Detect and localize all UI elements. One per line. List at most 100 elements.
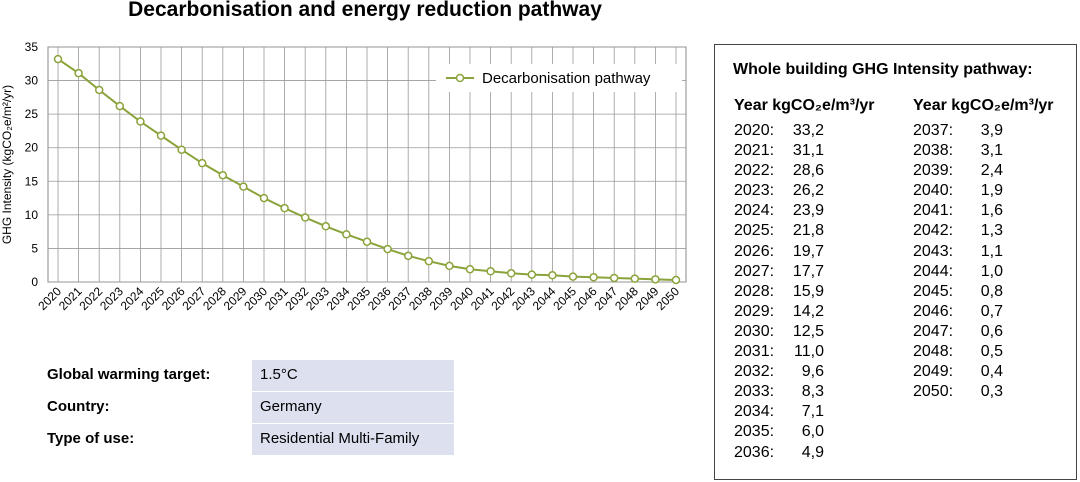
pathway-row: 2050: 0,3 — [913, 382, 1054, 402]
setting-value: 1.5°C — [252, 360, 454, 391]
data-point — [74, 68, 83, 78]
y-tick-label: 20 — [25, 141, 39, 155]
pathway-year: 2024: — [734, 202, 775, 220]
data-point — [527, 270, 537, 279]
pathway-value: 0,7 — [980, 302, 1003, 320]
pathway-row: 2023: 26,2 — [734, 181, 875, 201]
data-point — [280, 203, 289, 213]
pathway-row: 2039: 2,4 — [913, 161, 1054, 181]
pathway-value: 12,5 — [792, 322, 824, 340]
y-tick-label: 15 — [25, 174, 39, 188]
legend-label: Decarbonisation pathway — [482, 70, 651, 87]
pathway-value: 1,9 — [980, 182, 1003, 200]
pathway-year: 2026: — [734, 242, 775, 260]
data-point — [136, 117, 145, 126]
data-point — [115, 101, 125, 111]
data-point — [609, 273, 619, 283]
pathway-year: 2025: — [734, 222, 775, 240]
data-point — [259, 193, 269, 203]
pathway-year: 2027: — [734, 262, 775, 280]
pathway-row: 2048: 0,5 — [913, 342, 1054, 362]
pathway-year: 2030: — [734, 322, 775, 340]
data-point — [486, 267, 495, 276]
pathway-value: 1,0 — [980, 262, 1003, 280]
data-point — [465, 264, 475, 274]
pathway-row: 2024: 23,9 — [734, 201, 875, 221]
data-point — [94, 85, 104, 95]
pathway-year: 2040: — [913, 182, 954, 200]
setting-value: Germany — [252, 392, 454, 423]
setting-row-type-of-use: Type of use: Residential Multi-Family — [40, 424, 470, 456]
chart-title: Decarbonisation and energy reduction pat… — [128, 0, 602, 21]
pathway-year: 2028: — [734, 282, 775, 300]
pathway-value: 31,1 — [792, 142, 824, 160]
pathway-row: 2032: 9,6 — [734, 362, 875, 382]
pathway-value: 0,4 — [980, 363, 1003, 381]
pathway-row: 2046: 0,7 — [913, 302, 1054, 322]
data-point — [321, 222, 331, 231]
data-point — [342, 230, 351, 239]
pathway-year: 2049: — [913, 363, 954, 381]
pathway-value: 33,2 — [792, 122, 824, 139]
pathway-row: 2020: 33,2 — [734, 121, 875, 141]
pathway-row: 2040: 1,9 — [913, 181, 1054, 201]
y-axis-label: GHG Intensity (kgCO₂e/m²/yr) — [0, 85, 14, 244]
pathway-value: 1,6 — [980, 202, 1003, 220]
pathway-year: 2041: — [913, 202, 954, 220]
pathway-value: 28,6 — [792, 162, 824, 180]
setting-row-warming-target: Global warming target: 1.5°C — [40, 360, 470, 392]
pathway-year: 2039: — [913, 162, 954, 180]
pathway-value: 0,5 — [980, 343, 1003, 361]
pathway-value: 1,3 — [980, 222, 1003, 240]
pathway-year: 2043: — [913, 242, 954, 260]
data-point — [239, 182, 248, 191]
pathway-year: 2031: — [734, 343, 775, 361]
pathway-row: 2029: 14,2 — [734, 302, 875, 322]
y-tick-label: 35 — [25, 40, 39, 54]
pathway-row: 2036: 4,9 — [734, 443, 875, 463]
pathway-value: 2,4 — [980, 162, 1003, 180]
pathway-value: 14,2 — [792, 302, 824, 320]
pathway-value: 11,0 — [794, 343, 824, 361]
pathway-year: 2037: — [913, 122, 954, 139]
pathway-year: 2023: — [734, 182, 775, 200]
pathway-row: 2037: 3,9 — [913, 121, 1054, 141]
pathway-value: 8,3 — [801, 383, 824, 401]
pathway-year: 2033: — [734, 383, 775, 401]
pathway-value: 26,2 — [792, 182, 824, 200]
pathway-row: 2026: 19,7 — [734, 242, 875, 262]
data-point — [177, 145, 186, 154]
legend-box — [436, 64, 682, 92]
data-point — [651, 275, 660, 284]
pathway-value: 1,1 — [980, 242, 1003, 260]
pathway-year: 2034: — [734, 403, 775, 421]
data-point — [630, 274, 640, 283]
y-tick-label: 30 — [25, 74, 39, 88]
data-point — [506, 269, 516, 278]
data-point — [403, 251, 413, 261]
pathway-row: 2021: 31,1 — [734, 141, 875, 161]
y-tick-label: 0 — [31, 275, 38, 289]
data-point — [197, 158, 207, 168]
data-point — [362, 237, 372, 246]
setting-label: Type of use: — [47, 430, 135, 447]
pathway-row: 2047: 0,6 — [913, 322, 1054, 342]
pathway-value: 9,6 — [801, 363, 824, 381]
pathway-row: 2025: 21,8 — [734, 221, 875, 241]
y-tick-label: 5 — [31, 241, 38, 255]
pathway-year: 2047: — [913, 322, 954, 340]
pathway-year: 2029: — [734, 302, 775, 320]
data-point — [589, 273, 598, 282]
pathway-value: 3,9 — [980, 122, 1003, 139]
pathway-value: 17,7 — [792, 262, 824, 280]
pathway-value: 23,9 — [792, 202, 824, 220]
data-point — [53, 54, 63, 64]
data-point — [568, 272, 578, 281]
data-point — [445, 261, 454, 271]
pathway-column-right: Year kgCO₂e/m³/yr 2037: 3,9 2038: 3,1 2039: 2… — [913, 97, 1054, 402]
pathway-year: 2022: — [734, 162, 775, 180]
pathway-column-left: Year kgCO₂e/m³/yr 2020: 33,2 2021: 31,1 2022… — [734, 97, 875, 463]
pathway-value: 0,3 — [980, 383, 1003, 401]
pathway-year: 2021: — [734, 142, 775, 160]
pathway-year: 2048: — [913, 343, 954, 361]
